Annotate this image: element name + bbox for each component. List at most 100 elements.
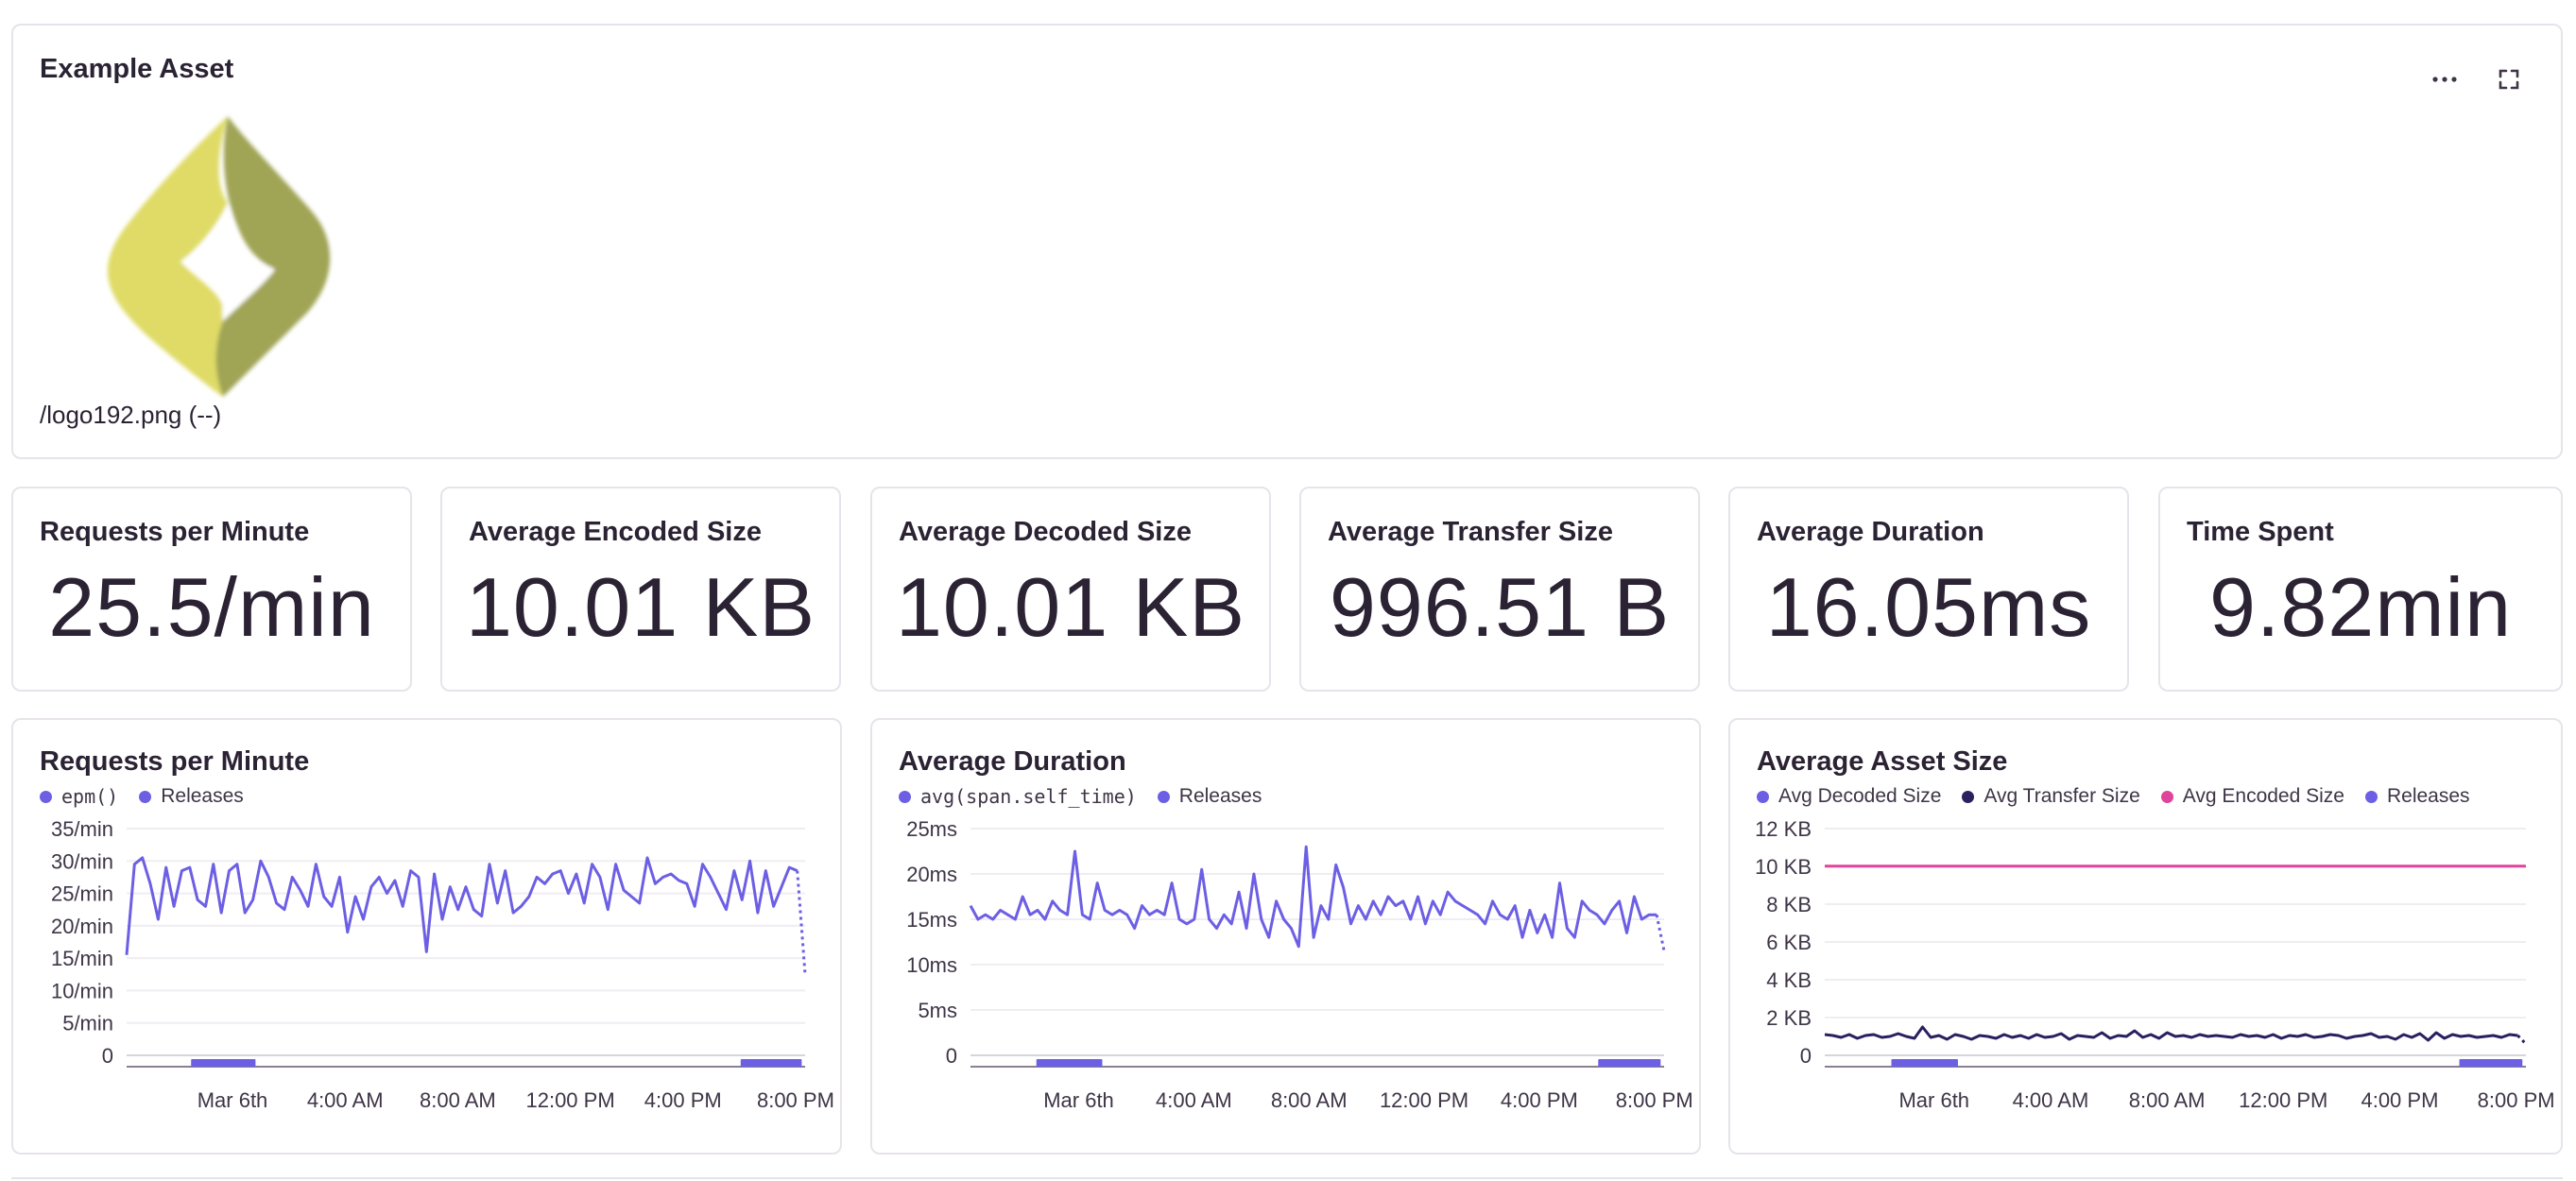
asset-panel: Example Asset /logo192.png (--) (11, 24, 2563, 459)
stat-value: 25.5/min (48, 560, 375, 654)
asset-caption: /logo192.png (--) (40, 401, 222, 429)
y-tick-label: 15ms (906, 908, 957, 932)
x-tick-label: 8:00 PM (757, 1088, 834, 1112)
legend-label: Releases (1178, 785, 1262, 807)
y-tick-label: 12 KB (1755, 817, 1812, 841)
legend-label: Avg Transfer Size (1984, 785, 2140, 807)
stat-average-duration: Average Duration 16.05ms (1728, 487, 2129, 692)
legend-dot (40, 790, 52, 803)
stat-average-transfer-size: Average Transfer Size 996.51 B (1299, 487, 1700, 692)
legend-dot (2364, 790, 2378, 803)
expand-icon[interactable] (2495, 65, 2523, 94)
legend-item[interactable]: Avg Encoded Size (2160, 785, 2344, 808)
chart-legend: Avg Decoded Size Avg Transfer Size Avg E… (1757, 785, 2470, 808)
x-tick-label: 12:00 PM (525, 1088, 614, 1112)
x-tick-label: 4:00 AM (307, 1088, 384, 1112)
release-marker (740, 1059, 802, 1067)
release-marker (1036, 1059, 1103, 1067)
legend-label: Releases (2386, 785, 2470, 807)
chart-plot[interactable]: 35/min 30/min 25/min 20/min 15/min 10/min 5/mi… (13, 720, 844, 1156)
release-marker (1891, 1059, 1958, 1067)
stat-label: Average Decoded Size (899, 517, 1192, 547)
stat-value: 9.82min (2208, 560, 2513, 654)
legend-dot (899, 790, 911, 803)
stat-label: Time Spent (2187, 517, 2334, 547)
y-tick-label: 5/min (62, 1012, 113, 1036)
legend-label: avg(span.self_time) (920, 785, 1137, 808)
series-line (125, 856, 799, 955)
legend-label: epm() (61, 785, 119, 808)
y-tick-label: 25ms (906, 817, 957, 841)
x-tick-label: 4:00 AM (2013, 1088, 2089, 1112)
y-tick-label: 0 (102, 1044, 113, 1068)
stat-label: Average Duration (1757, 517, 1984, 547)
series-line-incomplete (796, 870, 807, 975)
y-tick-label: 0 (1800, 1044, 1812, 1068)
series-line (1824, 1025, 2518, 1042)
stat-average-encoded-size: Average Encoded Size 10.01 KB (440, 487, 841, 692)
x-tick-label: 12:00 PM (1380, 1088, 1468, 1112)
release-marker (191, 1059, 256, 1067)
chart-legend: avg(span.self_time) Releases (899, 785, 1262, 808)
stat-requests-per-minute: Requests per Minute 25.5/min (11, 487, 412, 692)
stat-label: Requests per Minute (40, 517, 310, 547)
chart-average-duration: Average Duration avg(span.self_time) Rel… (870, 718, 1701, 1155)
legend-dot (1757, 790, 1769, 803)
x-tick-label: Mar 6th (1043, 1088, 1114, 1112)
y-tick-label: 8 KB (1766, 893, 1812, 916)
stat-average-decoded-size: Average Decoded Size 10.01 KB (870, 487, 1271, 692)
asset-actions (2430, 65, 2523, 94)
chart-title: Requests per Minute (40, 746, 310, 777)
legend-item[interactable]: Avg Decoded Size (1757, 785, 1941, 808)
y-tick-label: 6 KB (1766, 931, 1812, 954)
chart-legend: epm() Releases (40, 785, 244, 808)
legend-item[interactable]: Releases (2364, 785, 2470, 808)
y-tick-label: 25/min (51, 882, 113, 906)
x-tick-label: 4:00 PM (1501, 1088, 1578, 1112)
legend-item[interactable]: epm() (40, 785, 118, 808)
ellipsis-icon[interactable] (2430, 65, 2459, 94)
y-tick-label: 4 KB (1766, 968, 1812, 992)
stat-value: 10.01 KB (465, 560, 816, 654)
y-tick-label: 10 KB (1755, 855, 1812, 879)
x-tick-label: 8:00 PM (2478, 1088, 2555, 1112)
legend-item[interactable]: Avg Transfer Size (1962, 785, 2140, 808)
y-tick-label: 35/min (51, 817, 113, 841)
x-tick-label: 8:00 AM (420, 1088, 496, 1112)
chart-plot[interactable]: 25ms 20ms 15ms 10ms 5ms 0 Mar 6th 4:00 AM 8:00 A… (872, 720, 1703, 1156)
legend-label: Releases (161, 785, 244, 807)
stat-label: Average Transfer Size (1328, 517, 1613, 547)
release-marker (2459, 1059, 2523, 1067)
chart-requests-per-minute: Requests per Minute epm() Releases 35/mi… (11, 718, 842, 1155)
x-tick-label: 4:00 AM (1156, 1088, 1232, 1112)
next-panel-edge (11, 1177, 2563, 1181)
y-tick-label: 2 KB (1766, 1006, 1812, 1030)
x-tick-label: 4:00 PM (644, 1088, 722, 1112)
stat-label: Average Encoded Size (469, 517, 762, 547)
legend-dot (139, 790, 152, 803)
legend-item[interactable]: Releases (1157, 785, 1262, 808)
x-tick-label: 8:00 AM (2129, 1088, 2206, 1112)
chart-plot[interactable]: 12 KB 10 KB 8 KB 6 KB 4 KB 2 KB 0 Mar 6th 4:00 A… (1730, 720, 2565, 1156)
y-tick-label: 20ms (906, 863, 957, 886)
legend-item[interactable]: Releases (139, 785, 244, 808)
stat-value: 996.51 B (1329, 560, 1671, 654)
y-tick-label: 0 (946, 1044, 957, 1068)
y-tick-label: 10/min (51, 979, 113, 1002)
stat-value: 10.01 KB (895, 560, 1246, 654)
y-tick-label: 5ms (918, 999, 957, 1022)
legend-dot (1157, 790, 1170, 803)
chart-title: Average Asset Size (1757, 746, 2008, 777)
stat-time-spent: Time Spent 9.82min (2158, 487, 2563, 692)
x-tick-label: 8:00 PM (1616, 1088, 1693, 1112)
stat-value: 16.05ms (1765, 560, 2092, 654)
legend-item[interactable]: avg(span.self_time) (899, 785, 1137, 808)
chart-title: Average Duration (899, 746, 1126, 777)
legend-label: Avg Encoded Size (2182, 785, 2344, 807)
x-tick-label: 12:00 PM (2239, 1088, 2327, 1112)
x-tick-label: 8:00 AM (1271, 1088, 1348, 1112)
legend-label: Avg Decoded Size (1778, 785, 1942, 807)
asset-title: Example Asset (40, 54, 234, 84)
y-tick-label: 20/min (51, 915, 113, 938)
chart-average-asset-size: Average Asset Size Avg Decoded Size Avg … (1728, 718, 2563, 1155)
